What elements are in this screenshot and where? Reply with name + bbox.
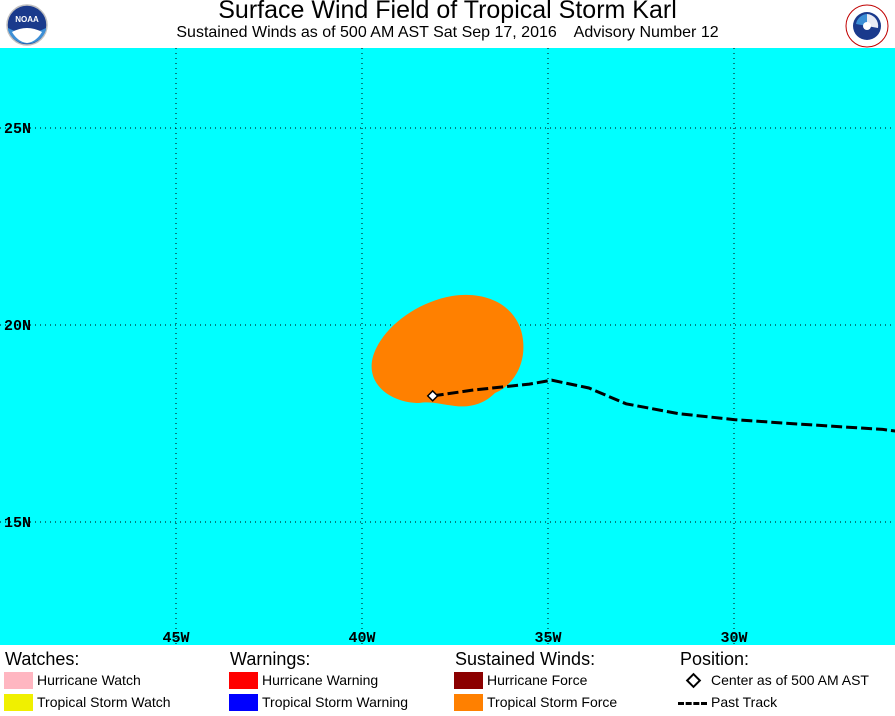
hurricane-warning-label: Hurricane Warning (262, 672, 379, 688)
latitude-label: 25N (4, 121, 31, 138)
past-track-dash-icon (678, 702, 707, 705)
page-title: Surface Wind Field of Tropical Storm Kar… (218, 0, 677, 24)
noaa-logo: NOAA (6, 4, 48, 46)
storm-center-diamond (426, 389, 439, 402)
center-diamond-icon (685, 672, 702, 689)
latitude-label: 15N (4, 515, 31, 532)
storm-map: 45W 40W 35W 30W 25N 20N 15N (0, 48, 895, 645)
hurricane-watch-swatch (4, 672, 33, 689)
longitude-label: 45W (162, 630, 189, 645)
past-track-label: Past Track (711, 694, 778, 710)
warnings-heading: Warnings: (230, 649, 311, 669)
svg-text:NOAA: NOAA (15, 15, 39, 24)
watches-heading: Watches: (5, 649, 80, 669)
sustained-winds-heading: Sustained Winds: (455, 649, 596, 669)
page-subtitle: Sustained Winds as of 500 AM AST Sat Sep… (176, 24, 719, 41)
longitude-label: 40W (348, 630, 375, 645)
longitude-label: 35W (534, 630, 561, 645)
hurricane-warning-swatch (229, 672, 258, 689)
past-track-line (432, 378, 895, 433)
center-label: Center as of 500 AM AST (711, 672, 869, 688)
tropical-storm-warning-swatch (229, 694, 258, 711)
legend: Watches: Hurricane Watch Tropical Storm … (0, 645, 895, 716)
tropical-storm-force-wind-field (371, 294, 524, 407)
hurricane-watch-label: Hurricane Watch (37, 672, 141, 688)
tropical-storm-warning-label: Tropical Storm Warning (262, 694, 409, 710)
tropical-storm-force-label: Tropical Storm Force (487, 694, 618, 710)
position-heading: Position: (680, 649, 750, 669)
hurricane-force-label: Hurricane Force (487, 672, 588, 688)
hurricane-force-swatch (454, 672, 483, 689)
nws-logo (845, 4, 889, 48)
tropical-storm-force-swatch (454, 694, 483, 711)
tropical-storm-watch-label: Tropical Storm Watch (37, 694, 171, 710)
tropical-storm-watch-swatch (4, 694, 33, 711)
latitude-label: 20N (4, 318, 31, 335)
longitude-label: 30W (720, 630, 747, 645)
header: NOAA Surface Wind Field of Tropical Stor… (0, 0, 895, 48)
